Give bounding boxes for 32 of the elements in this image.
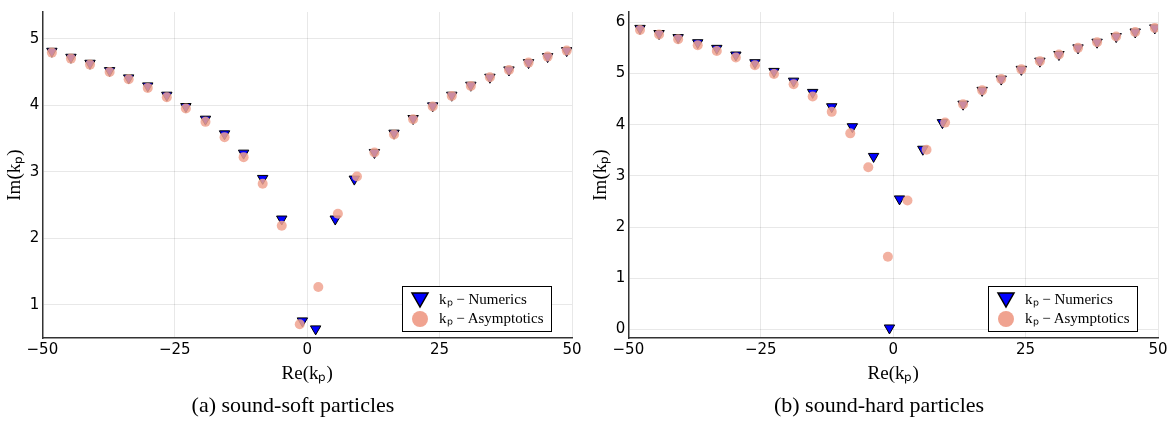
y-tick-label: 1 (29, 294, 40, 313)
text: (a) sound-soft particles (190, 392, 396, 418)
x-tick-label: −25 (744, 340, 777, 359)
y-tick-label: 5 (615, 63, 626, 82)
y-tick-label: 2 (29, 228, 40, 247)
y-tick-label: 5 (29, 28, 40, 47)
x-axis-title: Re(kₚ) (281, 361, 333, 384)
x-tick-label: 50 (1148, 340, 1168, 359)
legend-label: kₚ − Asymptotics (1025, 309, 1130, 329)
x-tick-label: 25 (430, 340, 450, 359)
x-tick-label: −50 (612, 340, 645, 359)
y-tick-label: 6 (615, 12, 626, 31)
y-tick-label: 4 (615, 114, 626, 133)
x-tick-label: 0 (888, 340, 898, 359)
x-tick-label: −25 (158, 340, 191, 359)
x-tick-label: 25 (1016, 340, 1036, 359)
y-tick-label: 2 (615, 216, 626, 235)
x-tick-label: −50 (26, 340, 59, 359)
y-axis-title: Im(kₚ) (589, 149, 612, 201)
y-axis-title: Im(kₚ) (3, 149, 26, 201)
text: (b) sound-hard particles (772, 392, 986, 418)
x-tick-label: 50 (562, 340, 582, 359)
legend-label: kₚ − Numerics (439, 290, 527, 310)
y-tick-label: 0 (615, 319, 626, 338)
y-tick-label: 3 (29, 161, 40, 180)
y-tick-label: 1 (615, 268, 626, 287)
y-tick-label: 4 (29, 95, 40, 114)
x-tick-label: 0 (302, 340, 312, 359)
legend-label: kₚ − Numerics (1025, 290, 1113, 310)
y-tick-label: 3 (615, 165, 626, 184)
legend-label: kₚ − Asymptotics (439, 309, 544, 329)
x-axis-title: Re(kₚ) (867, 361, 919, 384)
